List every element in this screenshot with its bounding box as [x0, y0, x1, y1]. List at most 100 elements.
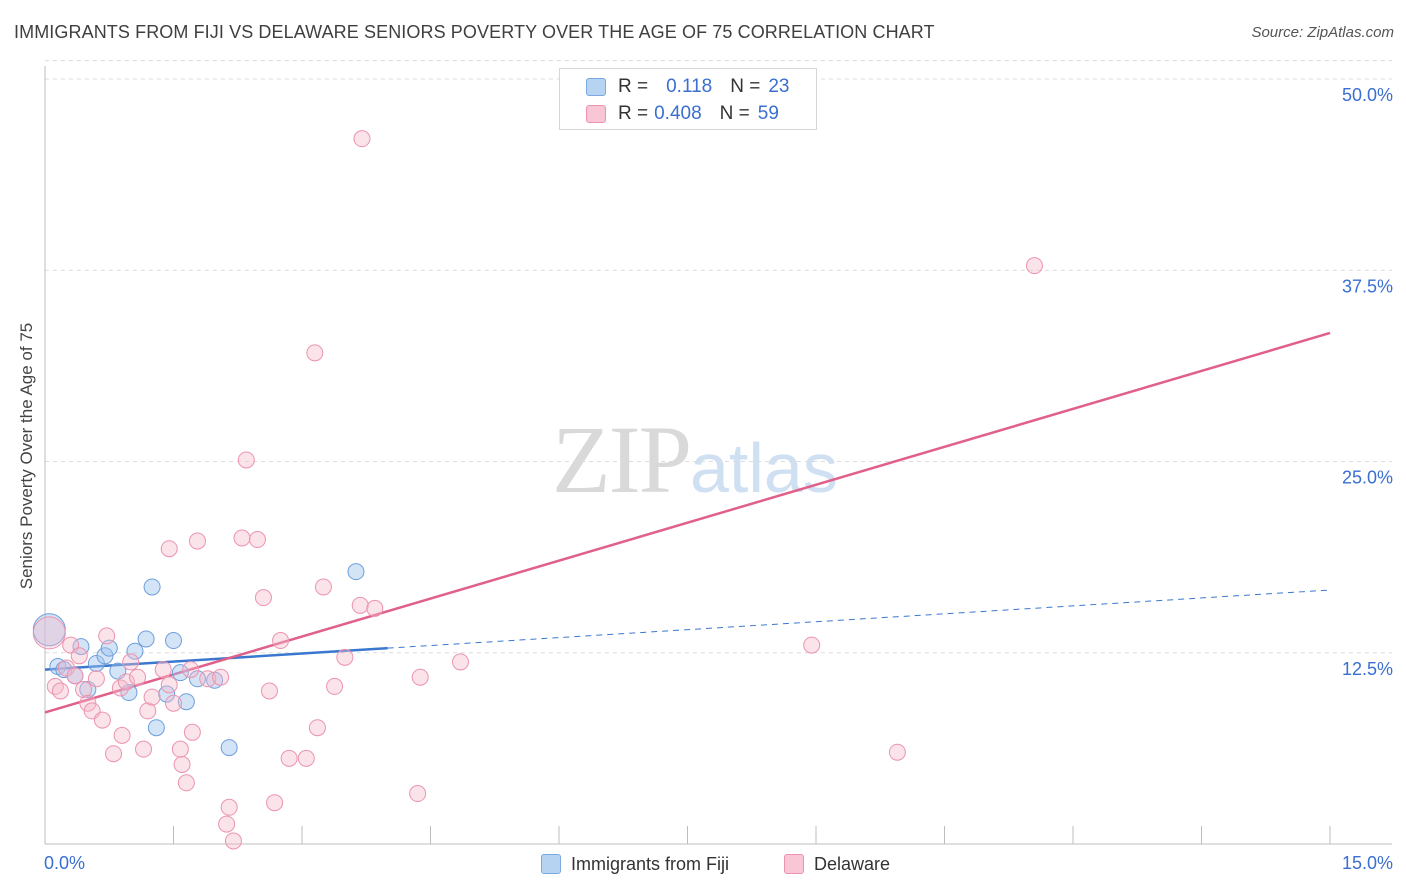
- delaware-point: [199, 670, 217, 688]
- delaware-point: [237, 451, 255, 469]
- source-credit: Source: ZipAtlas.com: [1251, 24, 1394, 41]
- fiji-point: [171, 664, 189, 682]
- delaware-point: [32, 616, 66, 650]
- legend-r-label: R =: [618, 103, 649, 124]
- legend-label-fiji: Immigrants from Fiji: [571, 853, 730, 874]
- y-tick-label: 37.5%: [1342, 276, 1393, 296]
- legend-n-label: N =: [730, 76, 761, 97]
- delaware-point: [143, 688, 161, 706]
- fiji-point: [188, 670, 206, 688]
- delaware-point: [173, 755, 191, 773]
- delaware-point: [160, 540, 178, 558]
- axes: [44, 66, 1392, 845]
- fiji-point: [120, 684, 138, 702]
- delaware-point: [177, 774, 195, 792]
- delaware-point: [105, 745, 123, 763]
- y-tick-label: 50.0%: [1342, 85, 1393, 105]
- delaware-point: [411, 668, 429, 686]
- delaware-point: [314, 578, 332, 596]
- legend-n-value: 23: [768, 76, 790, 97]
- delaware-point: [188, 532, 206, 550]
- delaware-point: [154, 661, 172, 679]
- fiji-point: [220, 739, 238, 757]
- delaware-point: [79, 694, 97, 712]
- delaware-point: [75, 680, 93, 698]
- legend-swatch-fiji: [541, 854, 561, 874]
- delaware-point: [353, 130, 371, 148]
- delaware-point: [139, 702, 157, 720]
- delaware-point: [129, 668, 147, 686]
- delaware-point: [351, 596, 369, 614]
- delaware-point: [212, 668, 230, 686]
- delaware-point: [233, 529, 251, 547]
- fiji-point: [137, 630, 155, 648]
- fiji-trend-line: [44, 646, 388, 671]
- fiji-point: [165, 632, 182, 650]
- grid-lines: [45, 60, 1392, 654]
- y-tick-label: 25.0%: [1342, 468, 1393, 488]
- legend-swatch-delaware: [784, 854, 804, 874]
- correlation-legend: R = 0.118 N = 23 R = 0.408 N = 59: [559, 68, 817, 130]
- delaware-point: [165, 694, 182, 712]
- bottom-legend-delaware[interactable]: Delaware: [784, 852, 890, 876]
- legend-n-value: 59: [757, 103, 779, 124]
- delaware-point: [260, 682, 278, 700]
- delaware-point: [1025, 257, 1043, 275]
- delaware-trend-line: [44, 331, 1331, 714]
- delaware-point: [117, 673, 135, 691]
- delaware-point: [98, 627, 116, 645]
- delaware-point: [266, 794, 284, 812]
- delaware-point: [135, 740, 153, 758]
- bottom-legend-fiji[interactable]: Immigrants from Fiji: [541, 852, 729, 876]
- delaware-point: [87, 670, 105, 688]
- delaware-point: [451, 653, 469, 671]
- delaware-point: [46, 677, 64, 695]
- watermark: ZIPatlas: [552, 404, 838, 515]
- delaware-point: [272, 632, 290, 650]
- fiji-point: [126, 642, 144, 660]
- fiji-point: [177, 693, 195, 711]
- legend-swatch-fiji: [586, 78, 606, 96]
- fiji-trend-extension: [387, 589, 1331, 649]
- delaware-point: [171, 740, 189, 758]
- fiji-point: [55, 661, 73, 679]
- delaware-point: [254, 589, 272, 607]
- delaware-point: [888, 743, 906, 761]
- delaware-point: [308, 719, 326, 737]
- delaware-point: [93, 711, 111, 729]
- delaware-point: [280, 749, 298, 767]
- delaware-point: [224, 832, 242, 850]
- data-points: [32, 130, 1043, 850]
- delaware-point: [336, 648, 354, 666]
- delaware-point: [113, 726, 131, 744]
- delaware-point: [182, 661, 200, 679]
- trend-lines: [44, 331, 1331, 714]
- delaware-point: [248, 531, 266, 549]
- legend-label-delaware: Delaware: [814, 853, 891, 874]
- tick-labels: 12.5% 25.0% 37.5% 50.0% 0.0% 15.0%: [44, 85, 1393, 873]
- delaware-point: [70, 647, 88, 665]
- delaware-point: [66, 667, 84, 685]
- chart-title: IMMIGRANTS FROM FIJI VS DELAWARE SENIORS…: [14, 22, 935, 42]
- delaware-point: [51, 682, 69, 700]
- fiji-point: [347, 563, 365, 581]
- delaware-point: [160, 676, 178, 694]
- legend-n-label: N =: [719, 103, 750, 124]
- delaware-point: [218, 815, 236, 833]
- x-tick-label: 0.0%: [44, 853, 85, 873]
- delaware-point: [183, 723, 201, 741]
- legend-r-value: 0.408: [654, 103, 702, 124]
- delaware-point: [803, 636, 821, 654]
- delaware-point: [409, 785, 427, 803]
- delaware-point: [220, 798, 238, 816]
- fiji-point: [147, 719, 165, 737]
- fiji-point: [143, 578, 161, 596]
- legend-r-value: 0.118: [666, 76, 713, 97]
- watermark-zip: ZIP: [552, 406, 692, 513]
- delaware-point: [297, 749, 315, 767]
- legend-swatch-delaware: [586, 105, 606, 123]
- x-tick-label: 15.0%: [1342, 853, 1393, 873]
- delaware-point: [306, 344, 324, 362]
- legend-row-fiji: R = 0.118 N = 23: [586, 74, 790, 100]
